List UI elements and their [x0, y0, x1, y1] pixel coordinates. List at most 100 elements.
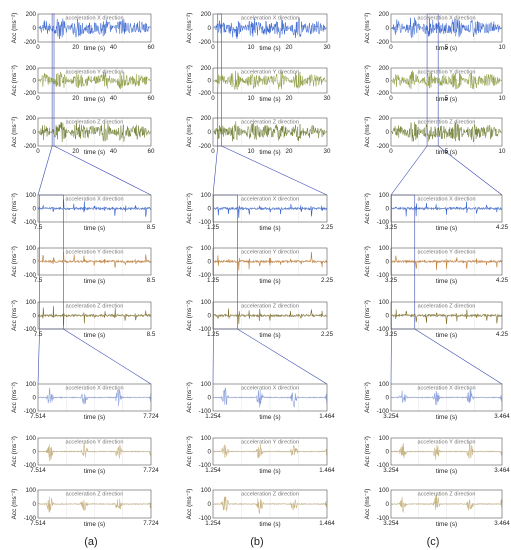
y-tick-label: 0 — [208, 449, 212, 456]
y-axis-label: Acc (ms⁻²) — [11, 300, 18, 331]
y-tick-label: -200 — [24, 90, 37, 97]
y-tick-label: 200 — [201, 11, 212, 18]
y-axis-label: Acc (ms⁻²) — [186, 65, 193, 96]
x-axis-label: time (s) — [84, 225, 105, 232]
x-tick-label: 1.254 — [205, 467, 221, 474]
x-axis-label: time (s) — [84, 45, 105, 52]
x-tick-label: 7.5 — [34, 277, 43, 284]
y-tick-label: 0 — [386, 78, 390, 85]
x-tick-label: 2.25 — [321, 277, 334, 284]
x-tick-label: 10 — [248, 148, 255, 155]
panel-title: acceleration Y direction — [241, 440, 299, 446]
y-tick-label: 0 — [208, 259, 212, 266]
x-tick-label: 1.25 — [207, 224, 220, 231]
y-tick-label: 100 — [201, 487, 212, 494]
y-axis-label: Acc (ms⁻²) — [186, 382, 193, 413]
y-tick-label: -200 — [199, 143, 212, 150]
x-axis-label: time (s) — [436, 521, 457, 528]
x-tick-label: 7.514 — [30, 520, 46, 527]
y-axis-label: Acc (ms⁻²) — [186, 13, 193, 44]
y-tick-label: 100 — [26, 435, 37, 442]
y-axis-label: Acc (ms⁻²) — [11, 382, 18, 413]
y-axis-label: Acc (ms⁻²) — [364, 382, 371, 413]
x-tick-label: 4.25 — [496, 277, 509, 284]
y-tick-label: 100 — [379, 299, 390, 306]
panel-title: acceleration X direction — [65, 386, 123, 392]
y-tick-label: 200 — [379, 11, 390, 18]
y-tick-label: 200 — [26, 115, 37, 122]
y-tick-label: 0 — [33, 313, 37, 320]
x-tick-label: 40 — [110, 44, 117, 51]
x-axis-label: time (s) — [84, 278, 105, 285]
y-axis-label: Acc (ms⁻²) — [364, 489, 371, 520]
x-tick-label: 3.464 — [494, 520, 510, 527]
x-tick-label: 4.25 — [496, 331, 509, 338]
x-axis-label: time (s) — [436, 45, 457, 52]
panel-title: acceleration Y direction — [66, 70, 124, 76]
panel-title: acceleration X direction — [241, 197, 299, 203]
x-tick-label: 20 — [72, 148, 79, 155]
x-axis-label: time (s) — [84, 149, 105, 156]
y-axis-label: Acc (ms⁻²) — [11, 65, 18, 96]
y-tick-label: 0 — [208, 395, 212, 402]
x-tick-label: 3.254 — [383, 467, 399, 474]
panel-title: acceleration Y direction — [66, 440, 124, 446]
x-tick-label: 1.464 — [319, 413, 335, 420]
x-tick-label: 30 — [324, 44, 331, 51]
y-tick-label: -200 — [199, 39, 212, 46]
x-axis-label: time (s) — [259, 278, 280, 285]
zoom-line-right — [415, 329, 502, 384]
x-tick-label: 20 — [286, 148, 293, 155]
x-tick-label: 3.464 — [494, 413, 510, 420]
x-tick-label: 8.5 — [147, 331, 156, 338]
x-axis-label: time (s) — [84, 468, 105, 475]
x-tick-label: 0 — [211, 95, 215, 102]
y-axis-label: Acc (ms⁻²) — [11, 13, 18, 44]
y-tick-label: 100 — [201, 381, 212, 388]
panel-title: acceleration Y direction — [241, 70, 299, 76]
x-tick-label: 20 — [72, 44, 79, 51]
zoom-line-right — [63, 329, 151, 384]
caption-c: (c) — [427, 536, 440, 548]
x-tick-label: 20 — [72, 95, 79, 102]
x-tick-label: 1.25 — [207, 331, 220, 338]
x-tick-label: 3.254 — [383, 520, 399, 527]
x-axis-label: time (s) — [259, 45, 280, 52]
zoom-line-right — [237, 329, 327, 384]
x-tick-label: 1.254 — [205, 413, 221, 420]
panel-title: acceleration X direction — [241, 16, 299, 22]
y-tick-label: 0 — [33, 129, 37, 136]
x-axis-label: time (s) — [84, 414, 105, 421]
x-axis-label: time (s) — [436, 414, 457, 421]
y-axis-label: Acc (ms⁻²) — [11, 489, 18, 520]
x-axis-label: time (s) — [84, 96, 105, 103]
y-tick-label: 100 — [379, 381, 390, 388]
x-tick-label: 10 — [248, 44, 255, 51]
panel-title: acceleration Z direction — [418, 304, 476, 310]
x-tick-label: 10 — [499, 95, 506, 102]
x-axis-label: time (s) — [84, 521, 105, 528]
y-axis-label: Acc (ms⁻²) — [186, 117, 193, 148]
x-axis-label: time (s) — [436, 149, 457, 156]
x-tick-label: 3.25 — [385, 224, 398, 231]
x-tick-label: 7.724 — [143, 413, 159, 420]
y-tick-label: 100 — [379, 192, 390, 199]
x-tick-label: 7.514 — [30, 413, 46, 420]
x-tick-label: 4.25 — [496, 224, 509, 231]
x-tick-label: 0 — [389, 148, 393, 155]
x-axis-label: time (s) — [436, 332, 457, 339]
y-tick-label: 100 — [26, 381, 37, 388]
panel-c1-r1: acceleration Y direction2000-2000 10 20 30t… — [186, 65, 331, 103]
y-tick-label: 0 — [386, 25, 390, 32]
y-axis-label: Acc (ms⁻²) — [364, 246, 371, 277]
y-tick-label: 200 — [379, 65, 390, 72]
x-tick-label: 8.5 — [147, 224, 156, 231]
panel-title: acceleration Y direction — [241, 250, 299, 256]
x-axis-label: time (s) — [259, 225, 280, 232]
panel-title: acceleration Y direction — [418, 70, 476, 76]
y-axis-label: Acc (ms⁻²) — [364, 13, 371, 44]
